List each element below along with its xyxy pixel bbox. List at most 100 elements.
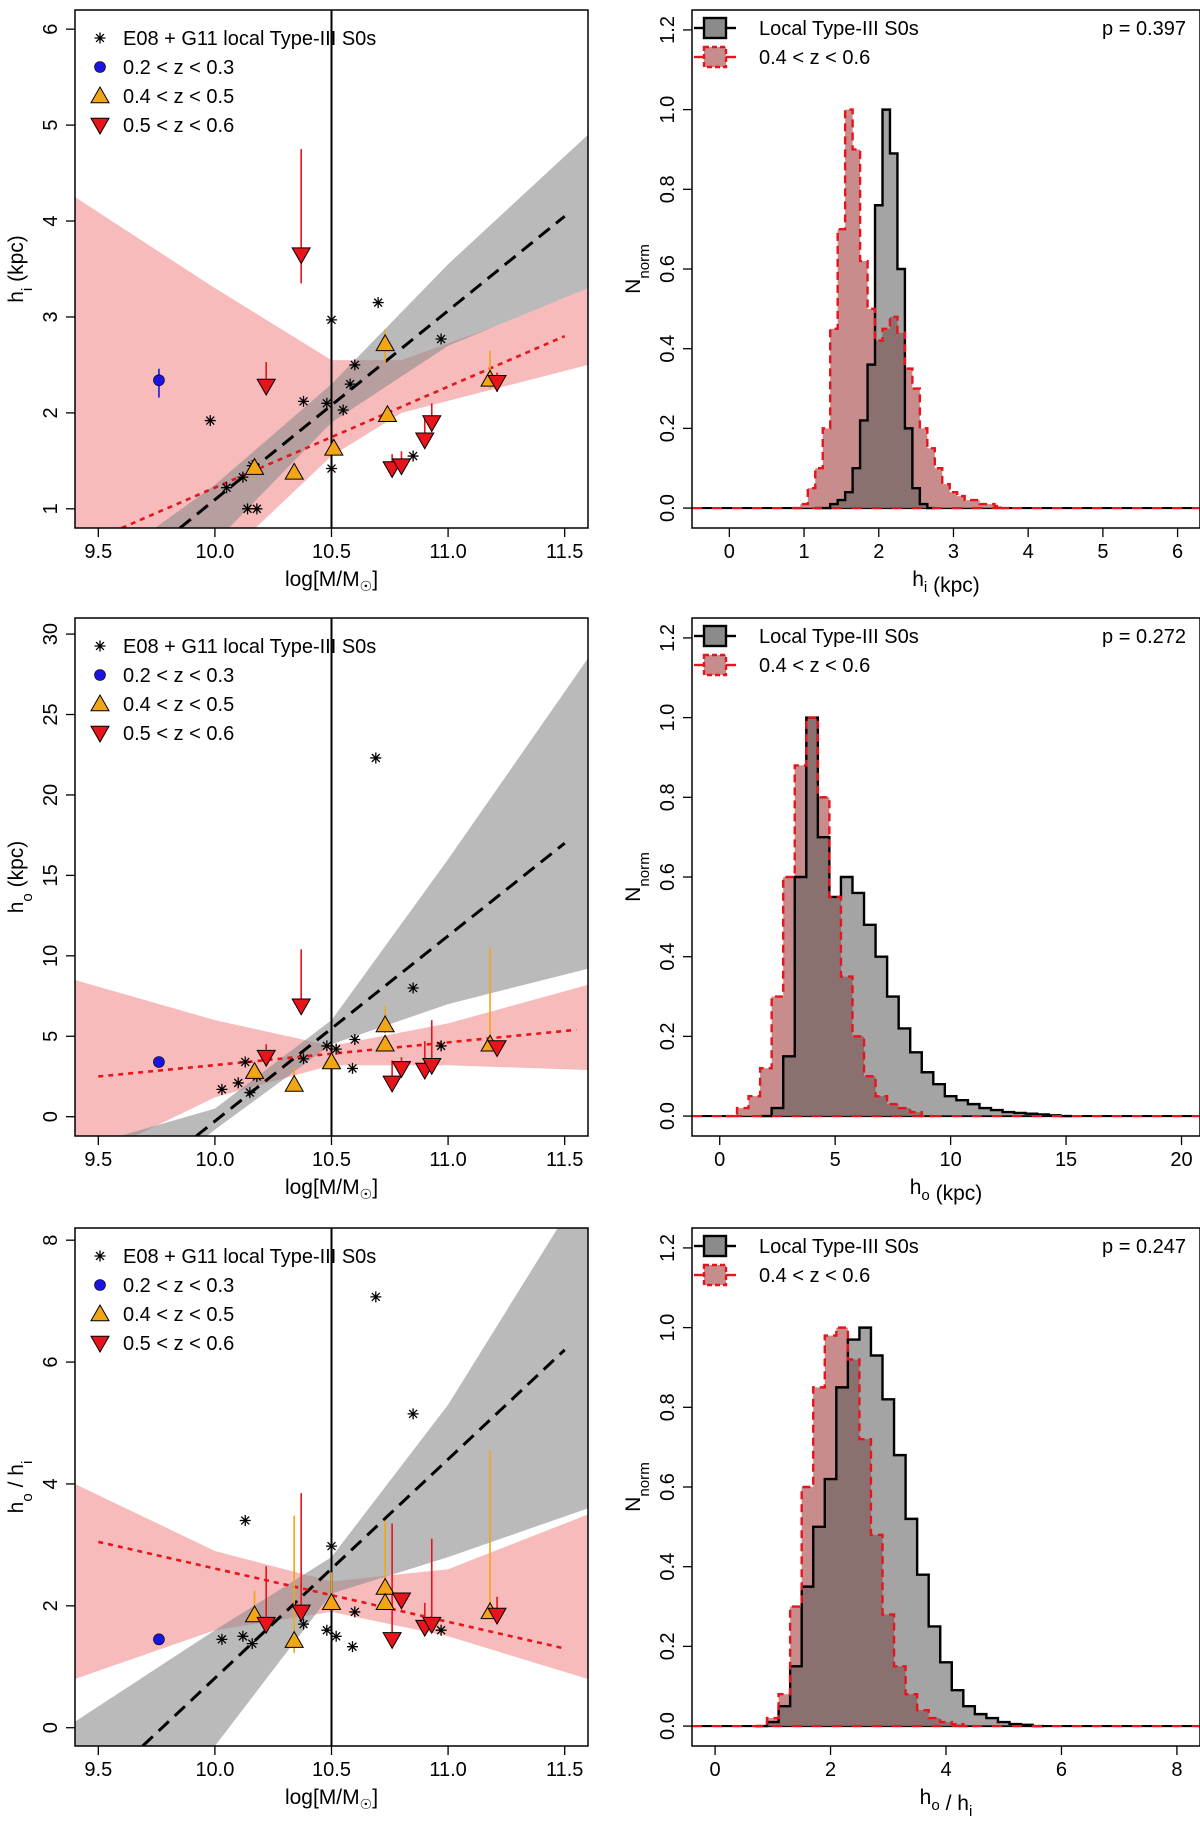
legend-item: Local Type-III S0s	[694, 1234, 919, 1258]
x-tick-label: 6	[1172, 541, 1183, 563]
local-point	[435, 1624, 447, 1636]
y-tick-label: 0.6	[657, 863, 679, 891]
local-point	[346, 1641, 358, 1653]
point-05-06	[421, 1616, 442, 1635]
hist-outline-hz	[792, 108, 1010, 510]
legend-item: Local Type-III S0s	[694, 624, 919, 648]
local-point	[232, 1077, 244, 1089]
x-tick-label: 11.5	[546, 541, 583, 563]
y-tick-label: 6	[40, 1357, 62, 1368]
local-point	[326, 1540, 337, 1552]
local-point	[298, 1053, 310, 1065]
local-point	[407, 450, 419, 462]
point-04-05	[377, 404, 398, 423]
x-tick-label: 10.0	[195, 541, 234, 563]
legend-item: E08 + G11 local Type-III S0s	[94, 636, 376, 658]
point-05-06	[487, 374, 507, 393]
y-tick-label: 1.0	[657, 96, 679, 124]
y-tick-label: 0.0	[657, 1712, 679, 1740]
local-point	[321, 1624, 333, 1636]
y-tick-label: 0.8	[657, 1393, 679, 1421]
x-tick-label: 4	[940, 1759, 951, 1781]
plot-frame	[691, 617, 1200, 1137]
local-fit-line	[141, 1348, 566, 1746]
x-tick-label: 6	[1056, 1759, 1067, 1781]
point-05-06	[414, 432, 435, 450]
x-tick-label: 9.5	[84, 1149, 112, 1171]
x-axis-label: log[M/M☉]	[285, 1176, 378, 1202]
legend-label: Local Type-III S0s	[759, 626, 919, 648]
p-value-annotation: p = 0.397	[1102, 18, 1186, 40]
y-tick-label: 2	[40, 1600, 62, 1611]
legend: E08 + G11 local Type-III S0s 0.2 < z < 0.…	[90, 28, 376, 137]
y-axis-label: Nnorm	[622, 244, 653, 294]
local-point	[330, 1043, 342, 1055]
local-point	[344, 378, 356, 390]
plot-area	[75, 618, 588, 1136]
point-04-05	[375, 1034, 395, 1052]
y-tick-label: 0.2	[657, 414, 679, 442]
legend-item: 0.2 < z < 0.3	[94, 57, 234, 79]
legend-item: 0.2 < z < 0.3	[94, 665, 234, 687]
scatter-panel-1: 9.5 10.0 10.5 11.0 11.5 1 2 3 4 5 6 log[M/M☉] hi (kp…	[5, 9, 589, 594]
local-point	[221, 482, 233, 494]
point-05-06	[487, 1607, 507, 1625]
point-04-05	[323, 438, 344, 456]
local-point	[239, 1515, 251, 1527]
x-tick-label: 11.0	[429, 1149, 466, 1171]
plot-area	[75, 1228, 588, 1746]
legend-hz-swatch-icon	[702, 653, 728, 677]
y-tick-label: 8	[40, 1235, 62, 1246]
point-04-05	[375, 333, 395, 352]
x-tick-label: 10.5	[312, 541, 351, 563]
legend-local-swatch-icon	[702, 1234, 728, 1258]
local-point	[242, 503, 254, 515]
point-04-05	[321, 1051, 342, 1070]
y-tick-label: 1.0	[657, 704, 679, 732]
x-tick-label: 10.0	[195, 1149, 234, 1171]
local-point	[237, 1630, 249, 1642]
hz-confidence-band	[75, 1483, 588, 1679]
y-tick-label: 0.6	[657, 255, 679, 283]
x-tick-label: 0	[724, 541, 735, 563]
y-axis-label: ho / hi	[5, 1461, 36, 1514]
y-tick-label: 25	[40, 703, 62, 725]
hist-outline-local	[755, 1326, 1045, 1728]
plot-area	[75, 10, 588, 528]
x-tick-label: 4	[1023, 541, 1034, 563]
y-tick-label: 20	[40, 784, 62, 806]
legend-star-icon	[94, 32, 106, 44]
x-tick-label: 10	[939, 1149, 961, 1171]
histogram-panel-4: 0 5 10 15 20 0.0 0.2 0.4 0.6 0.8 1.0 1.2 ho (kpc) Nno…	[622, 617, 1200, 1205]
y-tick-label: 1.2	[657, 1234, 679, 1262]
local-point	[330, 1630, 342, 1642]
point-05-06	[487, 1040, 507, 1058]
hz-fit-line	[98, 1028, 577, 1078]
point-05-06	[291, 998, 312, 1016]
y-tick-label: 1.0	[657, 1314, 679, 1342]
legend: Local Type-III S0s 0.4 < z < 0.6	[694, 16, 919, 69]
point-02-03	[153, 374, 165, 387]
legend-hz-swatch-icon	[702, 45, 728, 69]
y-tick-label: 4	[40, 215, 62, 226]
legend-circle-icon	[94, 669, 106, 681]
x-axis-label: ho (kpc)	[910, 1176, 983, 1205]
x-tick-label: 10.5	[312, 1759, 351, 1781]
p-value-annotation: p = 0.272	[1102, 626, 1186, 648]
legend-triangle-up-icon	[90, 85, 110, 104]
legend-item: 0.4 < z < 0.5	[90, 1303, 234, 1326]
local-point	[372, 297, 384, 309]
local-point	[435, 333, 447, 345]
y-tick-label: 2	[40, 407, 62, 418]
x-tick-label: 0	[714, 1149, 725, 1171]
y-axis-label: ho (kpc)	[5, 841, 36, 914]
scatter-panel-3: 9.5 10.0 10.5 11.0 11.5 0 5 10 15 20 25 30 log[M/M☉]…	[5, 617, 589, 1202]
legend-label: 0.4 < z < 0.6	[759, 47, 870, 69]
legend-circle-icon	[94, 1279, 106, 1291]
y-tick-label: 5	[40, 120, 62, 131]
local-point	[346, 1062, 358, 1074]
x-tick-label: 20	[1170, 1149, 1192, 1171]
local-point	[326, 314, 337, 326]
x-tick-label: 11.0	[429, 1759, 466, 1781]
point-05-06	[382, 1632, 402, 1650]
